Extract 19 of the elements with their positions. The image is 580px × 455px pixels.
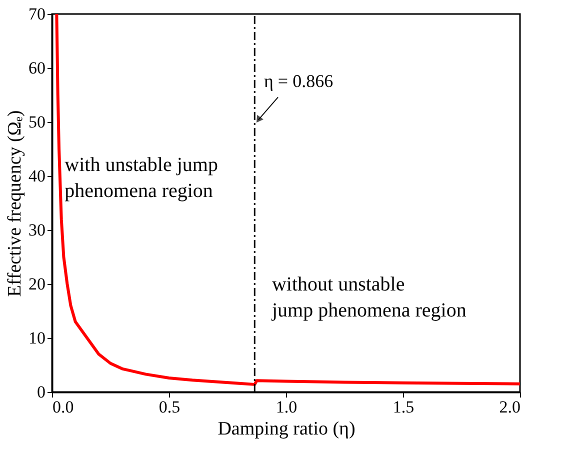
x-tick-label: 2.0 bbox=[499, 398, 520, 416]
x-tick-label: 0.0 bbox=[52, 398, 74, 416]
y-tick-label: 10 bbox=[28, 328, 46, 348]
y-tick-label: 30 bbox=[28, 220, 46, 240]
y-tick-label: 60 bbox=[28, 58, 46, 78]
y-tick-label: 0 bbox=[37, 382, 46, 402]
y-axis-title: Effective frequency (Ωₑ) bbox=[4, 110, 26, 297]
x-axis-title: Damping ratio (η) bbox=[218, 418, 356, 440]
x-tick-label: 1.0 bbox=[276, 398, 298, 416]
y-tick-label: 50 bbox=[28, 112, 46, 132]
annotation: with unstable jump phenomena region bbox=[64, 154, 218, 202]
ref-line-label: η = 0.866 bbox=[264, 71, 334, 92]
y-tick-label: 20 bbox=[28, 274, 46, 294]
annotation: without unstable jump phenomena region bbox=[270, 273, 466, 322]
x-tick-label: 0.5 bbox=[158, 398, 180, 416]
y-tick-label: 40 bbox=[28, 166, 46, 186]
y-tick-label: 70 bbox=[28, 4, 46, 24]
x-tick-label: 1.5 bbox=[392, 398, 414, 416]
line-series bbox=[55, 14, 520, 386]
